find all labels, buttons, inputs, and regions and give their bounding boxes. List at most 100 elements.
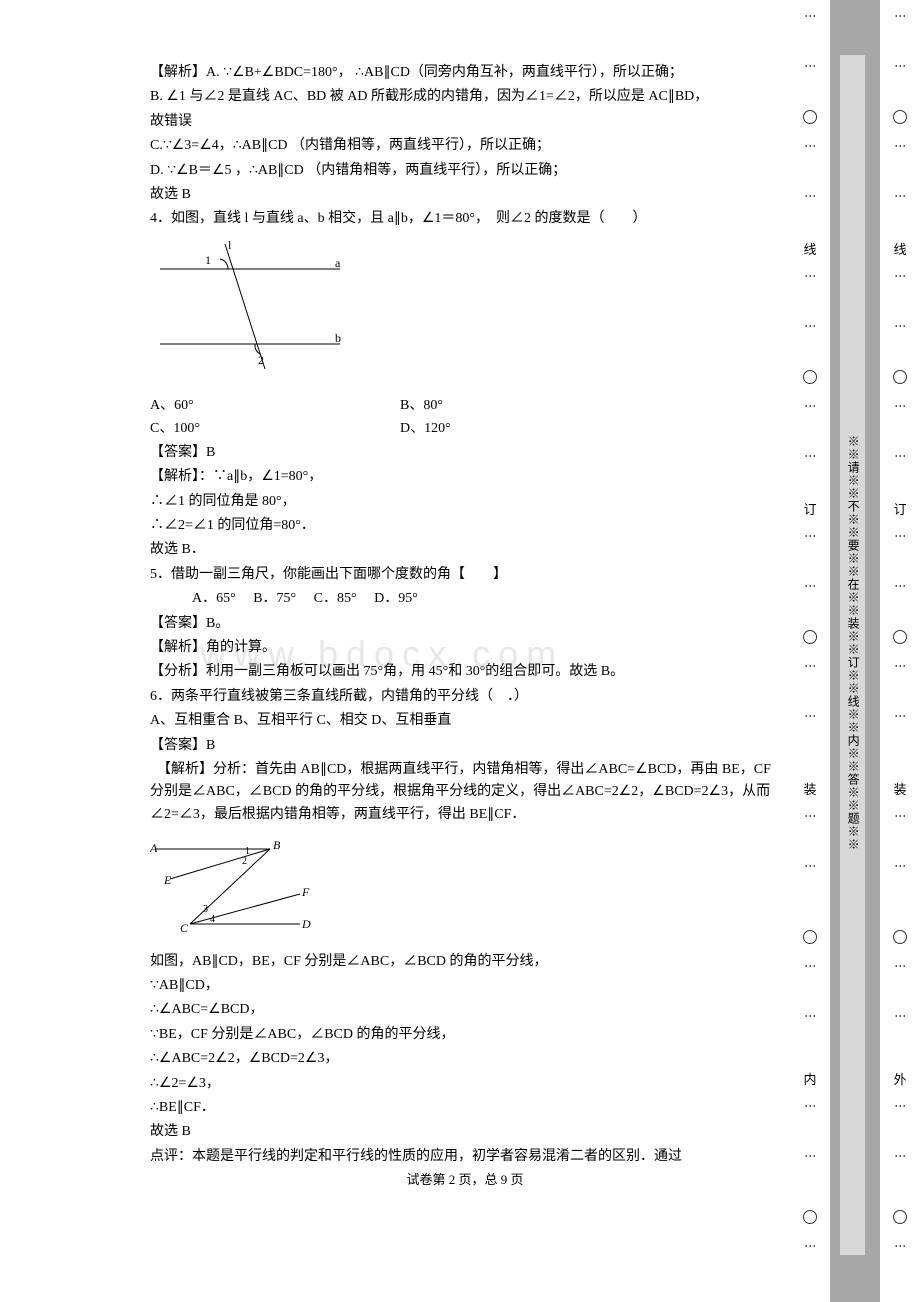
circle-icon — [803, 930, 817, 944]
dots-icon: ⋮ — [800, 960, 819, 976]
q3-explain-a: 【解析】A. ∵∠B+∠BDC=180°， ∴AB∥CD（同旁内角互补，两直线平… — [150, 62, 780, 84]
svg-text:B: B — [273, 838, 281, 852]
circle-icon — [803, 110, 817, 124]
dots-icon: ⋮ — [890, 60, 909, 76]
svg-text:F: F — [301, 885, 310, 899]
q3-explain-b: B. ∠1 与∠2 是直线 AC、BD 被 AD 所截形成的内错角，因为∠1=∠… — [150, 86, 780, 108]
q5-answer: 【答案】B。 — [150, 613, 780, 635]
dots-icon: ⋮ — [800, 270, 819, 286]
svg-text:4: 4 — [210, 914, 215, 925]
q6-opts: A、互相重合 B、互相平行 C、相交 D、互相垂直 — [150, 710, 780, 732]
circle-icon — [893, 1210, 907, 1224]
circle-icon — [803, 630, 817, 644]
dots-icon: ⋮ — [890, 660, 909, 676]
dots-icon: ⋮ — [800, 530, 819, 546]
q5-explain: 【解析】角的计算。 — [150, 637, 780, 659]
page: www.bdocx.com 【解析】A. ∵∠B+∠BDC=180°， ∴AB∥… — [0, 0, 920, 1302]
q5-stem: 5．借助一副三角尺，你能画出下面哪个度数的角【 】 — [150, 564, 780, 586]
strip-char-bind: 订 — [803, 500, 816, 521]
q5-analysis: 【分析】利用一副三角板可以画出 75°角，用 45°和 30°的组合即可。故选 … — [150, 661, 780, 683]
svg-text:l: l — [228, 239, 232, 252]
dots-icon: ⋮ — [890, 580, 909, 596]
svg-text:1: 1 — [205, 253, 211, 267]
q6-explain1: 【解析】分析：首先由 AB∥CD，根据两直线平行，内错角相等，得出∠ABC=∠B… — [150, 759, 780, 826]
svg-text:2: 2 — [258, 353, 264, 367]
q5-opt-b: B．75° — [253, 591, 296, 606]
q4-opt-c: C、100° — [150, 418, 400, 440]
dots-icon: ⋮ — [800, 320, 819, 336]
q3-explain-bwrong: 故错误 — [150, 111, 780, 133]
binding-warning-text: ※※请※※不※※要※※在※※装※※订※※线※※内※※答※※题※※ — [843, 435, 862, 851]
circle-icon — [803, 370, 817, 384]
q3-explain-c: C.∵∠3=∠4，∴AB∥CD （内错角相等，两直线平行），所以正确； — [150, 135, 780, 157]
dots-icon: ⋮ — [800, 1240, 819, 1256]
q4-figure: l 1 2 a b — [150, 239, 780, 387]
q6-comment: 点评：本题是平行线的判定和平行线的性质的应用，初学者容易混淆二者的区别．通过 — [150, 1146, 780, 1168]
circle-icon — [893, 930, 907, 944]
q6-line3: ∴∠ABC=∠BCD， — [150, 999, 780, 1021]
dots-icon: ⋮ — [890, 450, 909, 466]
binding-strip-outer: ⋮ ⋮ ⋮ ⋮ 线 ⋮ ⋮ ⋮ ⋮ 订 ⋮ ⋮ ⋮ ⋮ 装 ⋮ ⋮ ⋮ ⋮ 外 … — [880, 0, 920, 1302]
q5-opt-a: A．65° — [192, 591, 236, 606]
q6-line5: ∴∠ABC=2∠2，∠BCD=2∠3， — [150, 1048, 780, 1070]
svg-text:D: D — [301, 917, 311, 931]
dots-icon: ⋮ — [890, 1150, 909, 1166]
dots-icon: ⋮ — [890, 1240, 909, 1256]
q4-opt-a: A、60° — [150, 395, 400, 417]
q6-answer: 【答案】B — [150, 735, 780, 757]
svg-text:C: C — [180, 921, 189, 934]
q5-opt-c: C．85° — [314, 591, 357, 606]
q4-stem: 4．如图，直线 l 与直线 a、b 相交，且 a∥b，∠1＝80°， 则∠2 的… — [150, 208, 780, 230]
q4-explain3: ∴∠2=∠1 的同位角=80°． — [150, 515, 780, 537]
dots-icon: ⋮ — [800, 660, 819, 676]
q6-figure: A B E C D F 1 2 3 4 — [150, 834, 780, 942]
q5-opts: A．65° B．75° C．85° D．95° — [150, 588, 780, 610]
dots-icon: ⋮ — [800, 190, 819, 206]
svg-text:b: b — [335, 331, 341, 345]
svg-text:A: A — [150, 841, 158, 855]
strip-char-nei: 内 — [803, 1070, 816, 1091]
dots-icon: ⋮ — [800, 710, 819, 726]
dots-icon: ⋮ — [890, 10, 909, 26]
dots-icon: ⋮ — [890, 860, 909, 876]
binding-strip-inner: ⋮ ⋮ ⋮ ⋮ 线 ⋮ ⋮ ⋮ ⋮ 订 ⋮ ⋮ ⋮ ⋮ 装 ⋮ ⋮ ⋮ ⋮ 内 … — [790, 0, 830, 1302]
dots-icon: ⋮ — [800, 400, 819, 416]
dots-icon: ⋮ — [890, 1010, 909, 1026]
dots-icon: ⋮ — [800, 860, 819, 876]
page-footer: 试卷第 2 页，总 9 页 — [150, 1170, 780, 1191]
q4-explain2: ∴∠1 的同位角是 80°， — [150, 491, 780, 513]
svg-text:3: 3 — [203, 904, 208, 915]
q3-explain-d: D. ∵∠B＝∠5 ，∴AB∥CD （内错角相等，两直线平行），所以正确； — [150, 160, 780, 182]
dots-icon: ⋮ — [890, 530, 909, 546]
q6-stem: 6．两条平行直线被第三条直线所截，内错角的平分线（ ．） — [150, 686, 780, 708]
strip-char-wai: 外 — [893, 1070, 906, 1091]
dots-icon: ⋮ — [890, 270, 909, 286]
document-content: 【解析】A. ∵∠B+∠BDC=180°， ∴AB∥CD（同旁内角互补，两直线平… — [150, 62, 780, 1191]
strip-char-bind: 订 — [893, 500, 906, 521]
dots-icon: ⋮ — [800, 1010, 819, 1026]
strip-char-line: 线 — [893, 240, 906, 261]
binding-gap-inner: ※※请※※不※※要※※在※※装※※订※※线※※内※※答※※题※※ — [840, 55, 865, 1255]
q4-opt-b: B、80° — [400, 395, 443, 417]
circle-icon — [803, 1210, 817, 1224]
svg-text:a: a — [335, 256, 341, 270]
dots-icon: ⋮ — [800, 1150, 819, 1166]
dots-icon: ⋮ — [800, 140, 819, 156]
svg-text:2: 2 — [242, 856, 247, 867]
strip-char-zhuang: 装 — [803, 780, 816, 801]
circle-icon — [893, 630, 907, 644]
q3-select: 故选 B — [150, 184, 780, 206]
q6-line6: ∴∠2=∠3， — [150, 1073, 780, 1095]
dots-icon: ⋮ — [890, 710, 909, 726]
dots-icon: ⋮ — [800, 10, 819, 26]
dots-icon: ⋮ — [800, 60, 819, 76]
circle-icon — [893, 110, 907, 124]
q5-opt-d: D．95° — [374, 591, 418, 606]
dots-icon: ⋮ — [800, 810, 819, 826]
dots-icon: ⋮ — [890, 810, 909, 826]
circle-icon — [893, 370, 907, 384]
q4-explain1: 【解析】：∵a∥b，∠1=80°， — [150, 466, 780, 488]
strip-char-line: 线 — [803, 240, 816, 261]
dots-icon: ⋮ — [800, 580, 819, 596]
dots-icon: ⋮ — [800, 1100, 819, 1116]
